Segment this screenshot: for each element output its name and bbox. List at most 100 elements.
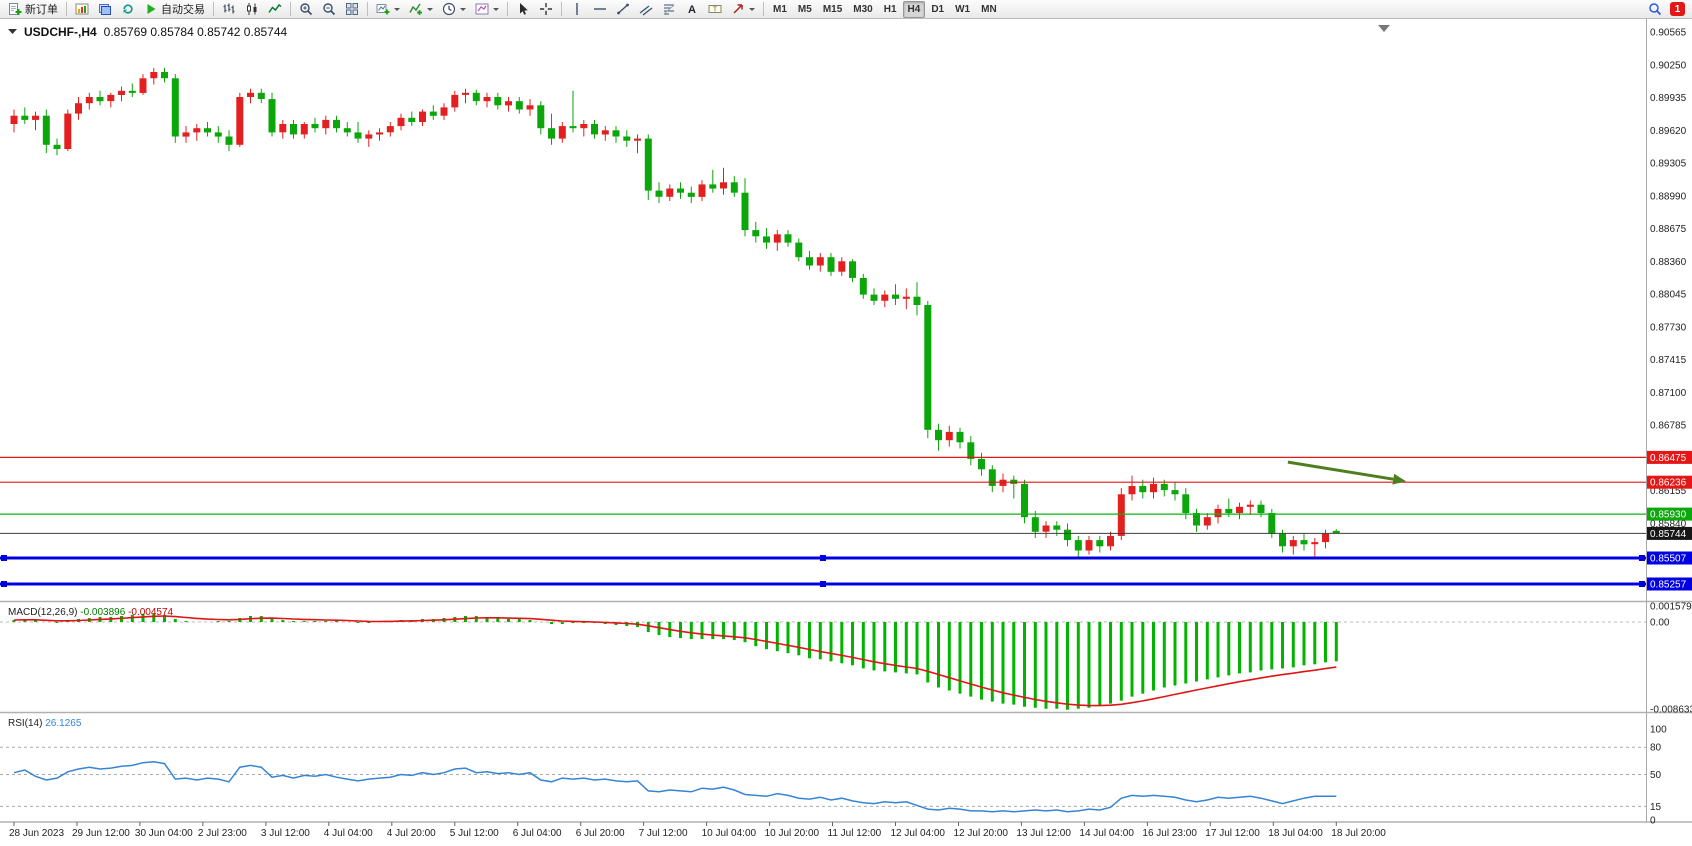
search-button[interactable]: [1644, 1, 1666, 18]
trendline-button[interactable]: [612, 1, 634, 18]
tile-windows-button[interactable]: [341, 1, 363, 18]
templates-button[interactable]: [471, 1, 503, 18]
timeframe-m15-button[interactable]: M15: [818, 1, 847, 18]
price-axis[interactable]: 0.90565 0.90250 0.89935 0.89620 0.89305 0.889…: [1650, 28, 1687, 530]
toolbar: 新订单 自动交易 A T: [0, 0, 1692, 19]
timeframe-m30-button[interactable]: M30: [848, 1, 877, 18]
crosshair-icon: [539, 2, 553, 16]
svg-text:28 Jun 2023: 28 Jun 2023: [9, 828, 64, 839]
new-chart-button[interactable]: [372, 1, 404, 18]
periods-button[interactable]: [438, 1, 470, 18]
arrows-icon: [731, 2, 745, 16]
chart-background[interactable]: [0, 19, 1692, 846]
candlestick-icon: [245, 2, 259, 16]
svg-text:0.85744: 0.85744: [1650, 529, 1687, 540]
fibonacci-button[interactable]: [658, 1, 680, 18]
svg-text:29 Jun 12:00: 29 Jun 12:00: [72, 828, 130, 839]
svg-text:12 Jul 04:00: 12 Jul 04:00: [891, 828, 946, 839]
svg-text:15: 15: [1650, 802, 1662, 813]
rsi-line: [13, 761, 1337, 813]
notification-badge[interactable]: 1: [1670, 2, 1685, 16]
arrows-button[interactable]: [727, 1, 759, 18]
toolbar-separator: [763, 2, 764, 16]
svg-text:5 Jul 12:00: 5 Jul 12:00: [450, 828, 499, 839]
indicators-icon: [409, 2, 423, 16]
horizontal-line-icon: [593, 2, 607, 16]
svg-text:0.89620: 0.89620: [1650, 126, 1687, 137]
channel-button[interactable]: [635, 1, 657, 18]
svg-text:6 Jul 04:00: 6 Jul 04:00: [513, 828, 562, 839]
macd-axis[interactable]: 0.001579 0.00 -0.008633: [1650, 602, 1692, 716]
chart-shift-marker[interactable]: [1378, 25, 1390, 32]
bar-chart-button[interactable]: [218, 1, 240, 18]
svg-text:7 Jul 12:00: 7 Jul 12:00: [639, 828, 688, 839]
line-chart-button[interactable]: [264, 1, 286, 18]
timeframe-mn-button[interactable]: MN: [976, 1, 1002, 18]
zoom-in-button[interactable]: [295, 1, 317, 18]
svg-text:2 Jul 23:00: 2 Jul 23:00: [198, 828, 247, 839]
new-order-button[interactable]: 新订单: [4, 1, 62, 18]
line-handle[interactable]: [820, 555, 826, 561]
chevron-down-icon: [460, 7, 466, 11]
chevron-down-icon: [394, 7, 400, 11]
svg-text:0.86785: 0.86785: [1650, 421, 1687, 432]
horizontal-line[interactable]: [0, 555, 1646, 561]
chart-window-icon: [75, 2, 89, 16]
trendline-icon: [616, 2, 630, 16]
svg-text:0.90250: 0.90250: [1650, 60, 1687, 71]
new-order-label: 新订单: [25, 4, 58, 16]
timeframe-w1-button[interactable]: W1: [950, 1, 975, 18]
line-handle[interactable]: [1, 581, 7, 587]
chart-window-button[interactable]: [71, 1, 93, 18]
svg-text:T: T: [713, 7, 718, 14]
indicators-button[interactable]: [405, 1, 437, 18]
svg-text:A: A: [688, 4, 696, 16]
rsi-label: RSI(14) 26.1265: [8, 718, 82, 729]
zoom-in-icon: [299, 2, 313, 16]
autotrade-label: 自动交易: [161, 4, 205, 16]
line-chart-icon: [268, 2, 282, 16]
cursor-button[interactable]: [512, 1, 534, 18]
fibonacci-icon: [662, 2, 676, 16]
horizontal-line-button[interactable]: [589, 1, 611, 18]
chart-surface[interactable]: USDCHF-,H4 0.85769 0.85784 0.85742 0.8574…: [0, 19, 1692, 846]
chart-area[interactable]: USDCHF-,H4 0.85769 0.85784 0.85742 0.8574…: [0, 19, 1692, 846]
timeframe-h4-button[interactable]: H4: [902, 0, 926, 18]
new-chart-icon: [376, 2, 390, 16]
text-icon: A: [685, 2, 699, 16]
line-handle[interactable]: [1, 555, 7, 561]
rsi-axis[interactable]: 100 80 50 15 0: [1650, 725, 1667, 827]
line-handle[interactable]: [820, 581, 826, 587]
crosshair-button[interactable]: [535, 1, 557, 18]
svg-text:10 Jul 20:00: 10 Jul 20:00: [765, 828, 820, 839]
search-icon: [1648, 2, 1662, 16]
line-handle[interactable]: [1639, 581, 1645, 587]
timeframe-h1-button[interactable]: H1: [879, 1, 902, 18]
zoom-out-button[interactable]: [318, 1, 340, 18]
svg-text:13 Jul 12:00: 13 Jul 12:00: [1016, 828, 1071, 839]
vertical-line-button[interactable]: [566, 1, 588, 18]
svg-text:0.86475: 0.86475: [1650, 453, 1687, 464]
panel-separators[interactable]: [0, 600, 1692, 823]
trend-arrow[interactable]: [1287, 460, 1407, 485]
toolbar-separator: [66, 2, 67, 16]
rsi-levels: [0, 746, 1646, 807]
profiles-button[interactable]: [94, 1, 116, 18]
autotrade-button[interactable]: 自动交易: [140, 1, 209, 18]
horizontal-line[interactable]: [0, 581, 1646, 587]
chart-collapse-icon: [8, 29, 17, 34]
svg-text:-0.008633: -0.008633: [1650, 705, 1692, 716]
text-button[interactable]: A: [681, 1, 703, 18]
candle-chart-button[interactable]: [241, 1, 263, 18]
timeframe-d1-button[interactable]: D1: [926, 1, 949, 18]
refresh-button[interactable]: [117, 1, 139, 18]
line-handle[interactable]: [1639, 555, 1645, 561]
timeframe-m1-button[interactable]: M1: [768, 1, 792, 18]
timeframe-m5-button[interactable]: M5: [793, 1, 817, 18]
svg-text:17 Jul 12:00: 17 Jul 12:00: [1205, 828, 1260, 839]
text-label-button[interactable]: T: [704, 1, 726, 18]
svg-text:0.87100: 0.87100: [1650, 388, 1687, 399]
time-axis[interactable]: 28 Jun 2023 29 Jun 12:00 30 Jun 04:00 2 Jul…: [9, 822, 1386, 839]
svg-text:0.87415: 0.87415: [1650, 355, 1687, 366]
